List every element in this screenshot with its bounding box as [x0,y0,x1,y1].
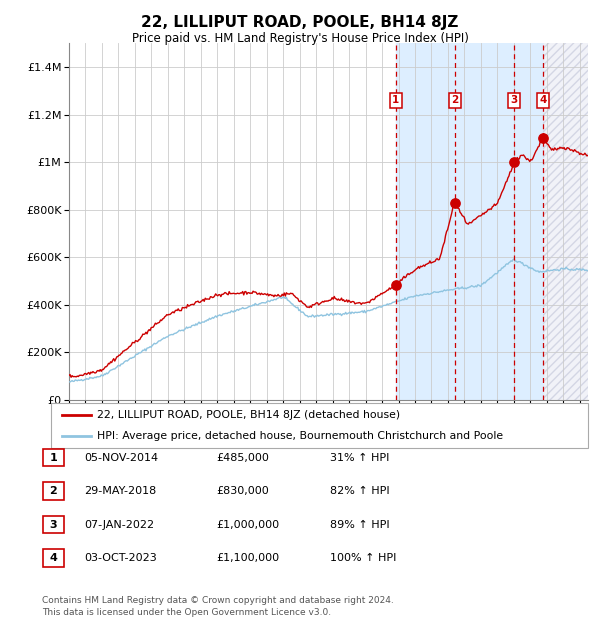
FancyBboxPatch shape [43,449,64,466]
Text: £1,100,000: £1,100,000 [216,553,279,563]
Text: 3: 3 [50,520,57,529]
Text: 2: 2 [50,486,57,496]
Bar [396,43,542,400]
Text: 2: 2 [451,95,458,105]
Text: 03-OCT-2023: 03-OCT-2023 [84,553,157,563]
Text: 89% ↑ HPI: 89% ↑ HPI [330,520,389,529]
Point [509,157,519,167]
Point [391,280,401,290]
Bar [542,43,588,400]
Text: £830,000: £830,000 [216,486,269,496]
Text: 22, LILLIPUT ROAD, POOLE, BH14 8JZ: 22, LILLIPUT ROAD, POOLE, BH14 8JZ [142,16,458,30]
FancyBboxPatch shape [43,516,64,533]
Text: 31% ↑ HPI: 31% ↑ HPI [330,453,389,463]
FancyBboxPatch shape [43,482,64,500]
Text: 29-MAY-2018: 29-MAY-2018 [84,486,156,496]
Text: £485,000: £485,000 [216,453,269,463]
Text: £1,000,000: £1,000,000 [216,520,279,529]
Text: 4: 4 [49,553,58,563]
Text: 1: 1 [50,453,57,463]
Text: 3: 3 [511,95,518,105]
Text: 22, LILLIPUT ROAD, POOLE, BH14 8JZ (detached house): 22, LILLIPUT ROAD, POOLE, BH14 8JZ (deta… [97,410,400,420]
FancyBboxPatch shape [43,549,64,567]
Text: Contains HM Land Registry data © Crown copyright and database right 2024.
This d: Contains HM Land Registry data © Crown c… [42,596,394,617]
Text: 82% ↑ HPI: 82% ↑ HPI [330,486,389,496]
Text: 100% ↑ HPI: 100% ↑ HPI [330,553,397,563]
Text: Price paid vs. HM Land Registry's House Price Index (HPI): Price paid vs. HM Land Registry's House … [131,32,469,45]
FancyBboxPatch shape [51,403,588,448]
Text: 4: 4 [539,95,547,105]
Text: 1: 1 [392,95,400,105]
Point [538,133,547,143]
Point [450,198,460,208]
Text: 05-NOV-2014: 05-NOV-2014 [84,453,158,463]
Text: HPI: Average price, detached house, Bournemouth Christchurch and Poole: HPI: Average price, detached house, Bour… [97,430,503,441]
Text: 07-JAN-2022: 07-JAN-2022 [84,520,154,529]
